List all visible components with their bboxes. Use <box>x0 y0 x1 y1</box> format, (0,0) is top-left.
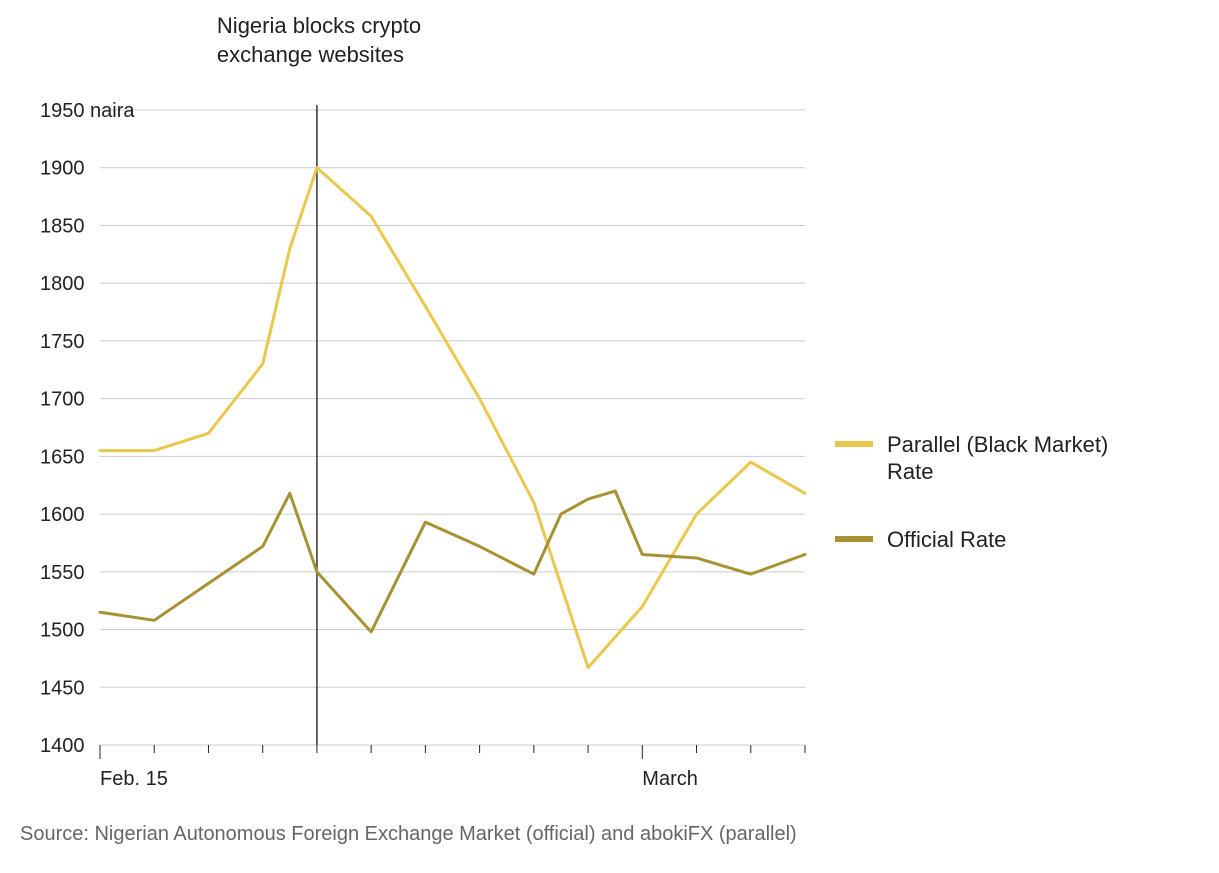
line-chart: 1400 1450 1500 1550 1600 1650 1700 1750 1800 1850… <box>20 20 1200 800</box>
y-axis-label: 1500 <box>40 620 85 642</box>
y-axis-label: 1850 <box>40 215 85 237</box>
legend-swatch <box>835 536 873 542</box>
y-axis-label: 1650 <box>40 446 85 468</box>
legend-swatch <box>835 441 873 447</box>
y-axis-label: 1950 naira <box>40 100 135 122</box>
legend-label: Parallel (Black Market) Rate <box>887 431 1108 486</box>
chart-legend: Parallel (Black Market) Rate Official Rat… <box>835 431 1108 594</box>
legend-item: Parallel (Black Market) Rate <box>835 431 1108 486</box>
y-axis-label: 1800 <box>40 273 85 295</box>
legend-item: Official Rate <box>835 526 1108 554</box>
y-axis-label: 1550 <box>40 562 85 584</box>
y-axis-label: 1600 <box>40 504 85 526</box>
legend-label: Official Rate <box>887 526 1006 554</box>
chart-container: 1400 1450 1500 1550 1600 1650 1700 1750 1800 1850… <box>0 0 1219 873</box>
chart-annotation: Nigeria blocks crypto exchange websites <box>217 12 421 69</box>
x-axis-label: Feb. 15 <box>100 768 168 790</box>
series-line <box>100 168 805 668</box>
y-axis-label: 1900 <box>40 158 85 180</box>
source-caption: Source: Nigerian Autonomous Foreign Exch… <box>20 823 1189 846</box>
x-axis-label: March <box>642 768 698 790</box>
y-axis-label: 1400 <box>40 735 85 757</box>
y-axis-label: 1750 <box>40 331 85 353</box>
y-axis-label: 1700 <box>40 389 85 411</box>
y-axis-label: 1450 <box>40 677 85 699</box>
